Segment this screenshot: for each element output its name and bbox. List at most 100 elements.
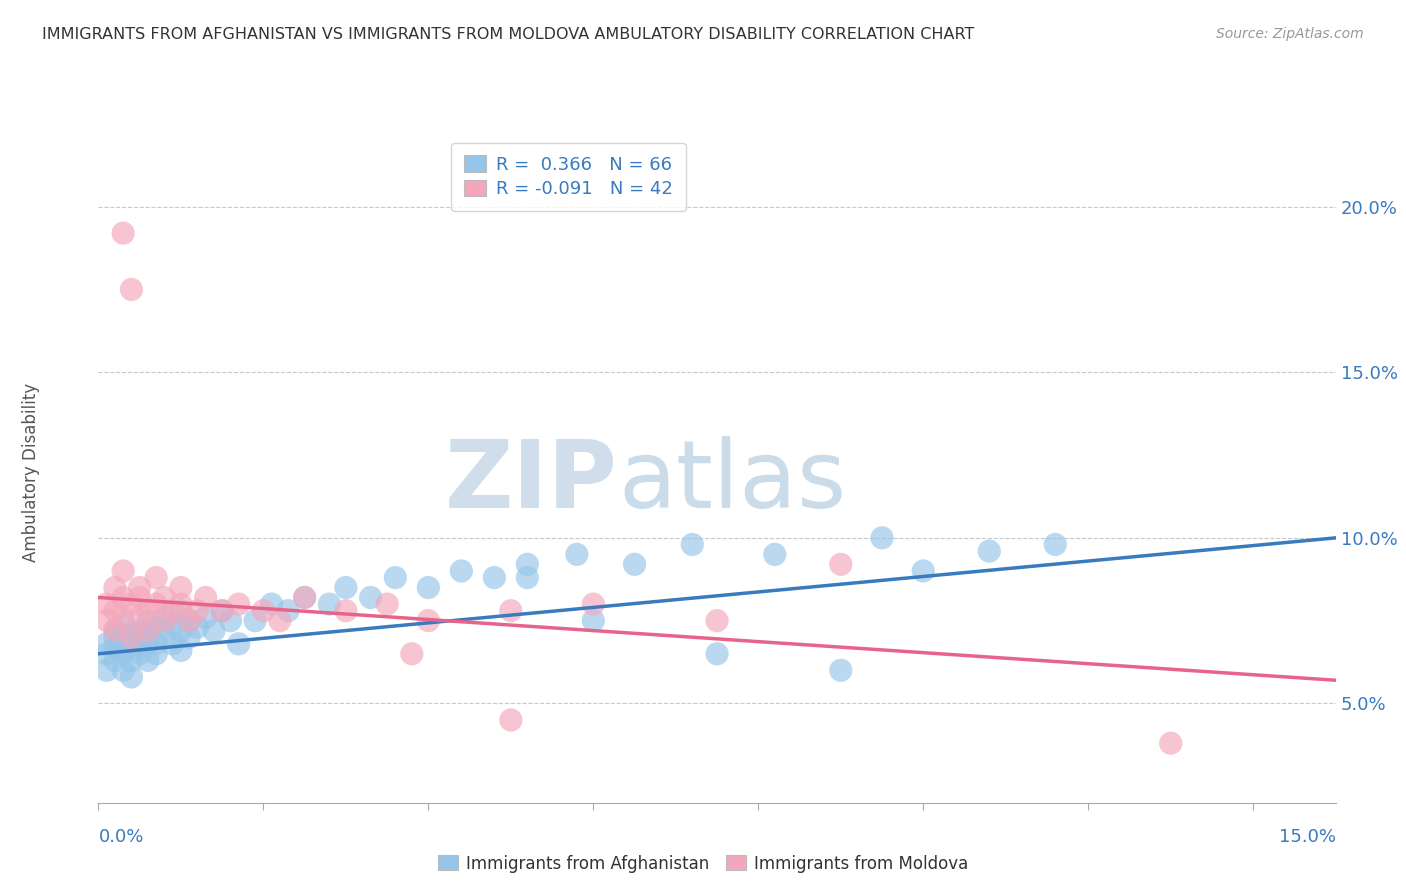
Point [318,597,340,611]
Point [136,614,159,628]
Point [112,647,135,661]
Point [582,597,605,611]
Point [1160,736,1182,750]
Text: 15.0%: 15.0% [1278,828,1336,846]
Point [128,591,150,605]
Point [145,597,167,611]
Point [830,558,852,572]
Point [186,604,208,618]
Point [104,624,127,638]
Text: Ambulatory Disability: Ambulatory Disability [22,384,39,562]
Point [136,637,159,651]
Point [418,581,440,595]
Point [211,604,233,618]
Point [179,614,201,628]
Point [516,571,538,585]
Point [120,283,142,297]
Point [269,614,291,628]
Point [112,663,135,677]
Point [153,614,176,628]
Point [401,647,423,661]
Point [294,591,316,605]
Point [706,647,728,661]
Point [170,604,193,618]
Point [112,617,135,632]
Point [179,614,201,628]
Point [170,581,193,595]
Point [162,637,184,651]
Text: Source: ZipAtlas.com: Source: ZipAtlas.com [1216,27,1364,41]
Point [1045,537,1067,551]
Point [96,597,118,611]
Point [484,571,506,585]
Point [565,548,588,562]
Point [179,630,201,644]
Point [128,624,150,638]
Point [623,558,645,572]
Point [170,643,193,657]
Point [104,640,127,654]
Point [128,640,150,654]
Point [277,604,299,618]
Point [360,591,382,605]
Legend: Immigrants from Afghanistan, Immigrants from Moldova: Immigrants from Afghanistan, Immigrants … [430,848,976,880]
Point [186,620,208,634]
Point [830,663,852,677]
Point [450,564,472,578]
Point [120,637,142,651]
Point [202,624,225,638]
Point [912,564,935,578]
Point [120,627,142,641]
Point [104,653,127,667]
Point [219,614,242,628]
Point [128,647,150,661]
Point [112,591,135,605]
Point [375,597,398,611]
Point [194,610,217,624]
Point [294,591,316,605]
Point [384,571,406,585]
Point [153,610,176,624]
Point [128,630,150,644]
Point [136,604,159,618]
Text: 0.0%: 0.0% [98,828,143,846]
Point [170,597,193,611]
Point [211,604,233,618]
Point [170,624,193,638]
Point [128,581,150,595]
Point [252,604,274,618]
Point [112,226,135,240]
Point [153,630,176,644]
Text: atlas: atlas [619,435,846,528]
Point [145,571,167,585]
Text: IMMIGRANTS FROM AFGHANISTAN VS IMMIGRANTS FROM MOLDOVA AMBULATORY DISABILITY COR: IMMIGRANTS FROM AFGHANISTAN VS IMMIGRANT… [42,27,974,42]
Point [516,558,538,572]
Point [96,663,118,677]
Point [120,670,142,684]
Legend: R =  0.366   N = 66, R = -0.091   N = 42: R = 0.366 N = 66, R = -0.091 N = 42 [451,143,686,211]
Point [145,647,167,661]
Point [128,610,150,624]
Point [499,713,522,727]
Point [763,548,786,562]
Point [104,624,127,638]
Point [194,591,217,605]
Point [112,610,135,624]
Point [335,604,357,618]
Point [162,604,184,618]
Point [120,597,142,611]
Point [112,633,135,648]
Point [104,630,127,644]
Point [136,624,159,638]
Point [120,630,142,644]
Point [112,643,135,657]
Point [228,597,250,611]
Point [335,581,357,595]
Point [681,537,703,551]
Point [706,614,728,628]
Point [979,544,1001,558]
Point [96,637,118,651]
Point [260,597,283,611]
Point [153,591,176,605]
Point [145,620,167,634]
